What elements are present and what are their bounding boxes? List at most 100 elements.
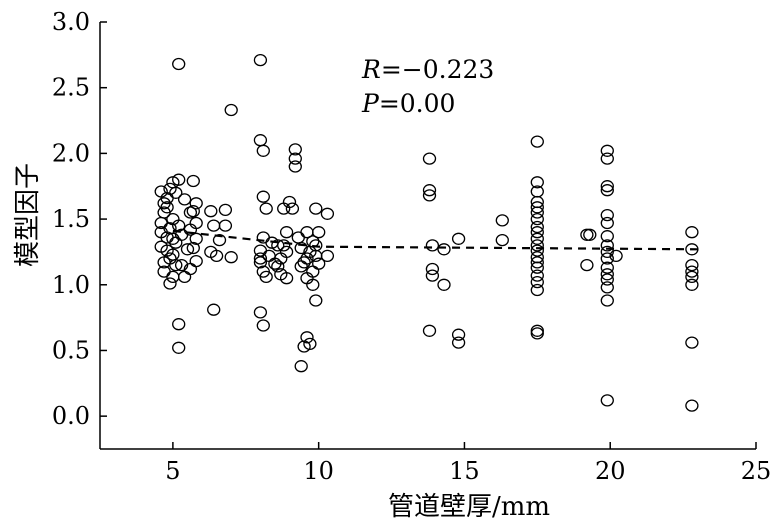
data-point: [300, 331, 314, 344]
data-point: [186, 241, 200, 255]
annotation-value: =−0.223: [381, 55, 494, 84]
data-point: [437, 278, 451, 291]
data-point: [218, 219, 233, 232]
data-point: [174, 258, 189, 272]
data-point: [285, 202, 300, 215]
data-point: [530, 135, 544, 148]
data-point: [209, 249, 224, 263]
annotation-variable: P: [361, 89, 380, 118]
data-point: [172, 341, 186, 354]
data-point: [600, 180, 614, 193]
data-point: [425, 262, 440, 276]
y-tick-label: 0.5: [52, 336, 90, 364]
data-point: [685, 258, 699, 272]
data-point: [530, 269, 544, 282]
data-point: [530, 244, 544, 257]
data-point: [600, 144, 614, 157]
data-point: [297, 256, 311, 269]
data-point: [253, 53, 268, 67]
data-point: [530, 256, 544, 269]
data-point: [279, 245, 294, 259]
data-point: [685, 278, 699, 291]
data-point: [422, 152, 437, 165]
data-point: [262, 249, 276, 263]
data-point: [183, 262, 198, 276]
data-point: [253, 306, 268, 319]
y-tick-label: 0.0: [52, 402, 90, 430]
data-point: [189, 254, 203, 268]
data-point: [530, 201, 544, 214]
data-point: [309, 294, 323, 307]
annotation-value: =0.00: [379, 89, 456, 118]
data-point: [600, 245, 614, 259]
y-axis-title: 模型因子: [13, 163, 43, 267]
data-point: [189, 197, 203, 210]
x-tick-label: 20: [595, 457, 626, 485]
plot-area: 0.0 0.5 1.0 1.5 2.0 2.5 3.0 5 10 15 20 25: [52, 8, 771, 485]
data-point: [288, 152, 302, 165]
data-point: [288, 143, 302, 156]
data-point: [530, 212, 544, 226]
data-point: [530, 226, 544, 239]
data-point: [451, 336, 466, 349]
data-point: [600, 184, 614, 197]
data-point: [291, 231, 305, 244]
data-point: [600, 261, 614, 274]
data-point: [180, 243, 195, 256]
data-point: [495, 233, 509, 247]
x-tick-label: 5: [165, 457, 180, 485]
data-point: [530, 324, 544, 337]
data-point: [530, 327, 544, 340]
x-tick-label: 25: [741, 457, 772, 485]
data-point: [294, 241, 308, 255]
y-tick-label: 3.0: [52, 8, 90, 36]
data-point: [685, 270, 699, 284]
data-point: [172, 173, 186, 186]
data-point: [207, 219, 221, 232]
data-point: [495, 214, 509, 227]
data-point: [600, 152, 614, 165]
data-point: [320, 249, 335, 263]
data-point: [166, 232, 180, 245]
x-tick-label: 15: [449, 457, 480, 485]
data-point: [271, 239, 285, 252]
data-point: [256, 319, 270, 332]
data-point: [580, 228, 594, 241]
data-point: [256, 144, 270, 157]
data-point: [312, 257, 326, 270]
data-point: [218, 203, 233, 217]
annotation-r: R=−0.223: [361, 55, 494, 84]
data-point: [186, 205, 200, 218]
data-point: [600, 230, 614, 243]
data-point: [186, 174, 200, 188]
data-point: [685, 243, 699, 256]
data-point: [259, 202, 273, 215]
data-point: [163, 277, 177, 290]
data-point: [437, 243, 451, 256]
data-point: [253, 256, 268, 269]
data-point: [530, 206, 544, 219]
data-point: [312, 226, 326, 239]
data-point: [212, 233, 227, 247]
data-point: [530, 261, 544, 274]
y-tick-label: 1.5: [52, 205, 90, 233]
data-point: [425, 269, 440, 282]
data-point: [600, 294, 614, 307]
data-point: [600, 239, 614, 252]
trend-line: [172, 229, 698, 251]
data-point: [600, 208, 614, 222]
data-point: [530, 239, 544, 252]
data-point: [207, 303, 221, 316]
data-point: [189, 232, 203, 245]
data-point: [451, 232, 466, 245]
data-point: [685, 336, 699, 349]
data-point: [530, 232, 544, 245]
data-point: [288, 160, 302, 173]
data-point: [172, 57, 186, 71]
data-point: [580, 258, 594, 272]
data-point: [224, 251, 238, 264]
data-point: [177, 270, 192, 284]
data-point: [530, 283, 544, 297]
data-point: [166, 270, 180, 284]
data-point: [600, 252, 614, 265]
